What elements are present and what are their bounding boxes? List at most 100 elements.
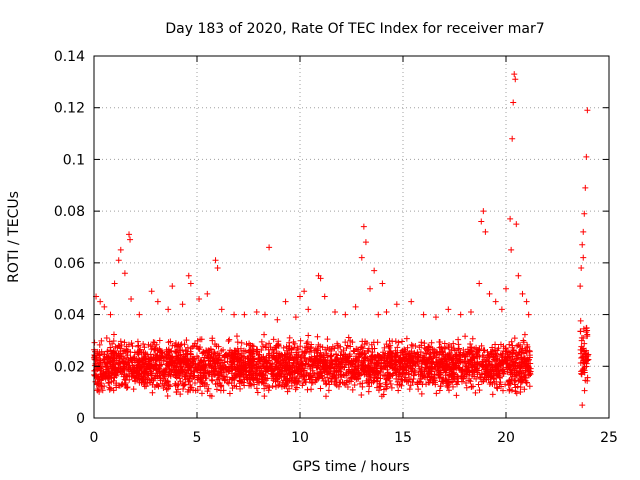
data-point <box>389 338 396 345</box>
data-point <box>511 71 518 78</box>
data-point <box>261 380 268 387</box>
y-tick-label: 0.04 <box>54 308 85 324</box>
data-point <box>275 343 282 350</box>
data-point <box>229 375 236 382</box>
data-point <box>310 370 317 377</box>
data-point <box>345 370 352 377</box>
data-point <box>431 379 438 386</box>
data-point <box>462 333 469 340</box>
data-point <box>117 246 124 253</box>
data-point <box>204 290 211 297</box>
data-point <box>369 356 376 363</box>
data-point <box>250 347 257 354</box>
data-point <box>513 367 520 374</box>
data-point <box>197 344 204 351</box>
data-point <box>503 285 509 292</box>
data-point <box>148 288 155 295</box>
data-point <box>496 358 503 365</box>
data-point <box>219 375 226 382</box>
data-point <box>215 369 222 376</box>
data-point <box>165 306 172 313</box>
data-point <box>580 347 587 354</box>
data-point <box>332 363 339 370</box>
data-point <box>508 246 515 253</box>
data-point <box>201 380 208 387</box>
data-point <box>490 372 497 379</box>
data-point <box>303 340 310 347</box>
data-point <box>226 390 233 397</box>
data-point <box>367 366 374 373</box>
data-point <box>446 354 453 361</box>
data-point <box>105 380 112 387</box>
data-point <box>110 331 117 338</box>
data-point <box>129 343 136 350</box>
data-point <box>288 345 295 352</box>
data-point <box>297 343 304 350</box>
data-point <box>148 346 155 353</box>
y-axis-label: ROTI / TECUs <box>6 191 22 283</box>
data-point <box>383 308 390 315</box>
data-point <box>358 357 365 364</box>
data-point <box>443 380 450 387</box>
data-point <box>138 364 145 371</box>
data-point <box>190 355 197 362</box>
data-point <box>480 208 487 215</box>
data-point <box>407 382 414 389</box>
data-point <box>301 344 308 351</box>
data-point <box>374 351 381 358</box>
data-point <box>162 371 169 378</box>
data-point <box>174 355 181 362</box>
data-point <box>464 368 471 375</box>
data-point <box>290 339 297 346</box>
data-point <box>377 375 384 382</box>
data-point <box>224 379 231 386</box>
data-point <box>249 353 256 360</box>
y-tick-label: 0.1 <box>63 152 85 168</box>
data-point <box>307 365 314 372</box>
data-point <box>317 275 324 282</box>
data-point <box>396 362 403 369</box>
data-point <box>205 357 212 364</box>
data-point <box>506 387 513 394</box>
data-point <box>162 366 169 373</box>
data-point <box>365 348 372 355</box>
data-point <box>289 374 296 381</box>
data-point <box>474 361 481 368</box>
data-point <box>428 339 435 346</box>
data-point <box>242 348 249 355</box>
data-point <box>342 311 349 318</box>
data-point <box>246 379 253 386</box>
data-point <box>304 338 311 345</box>
data-point <box>163 386 170 393</box>
data-point <box>174 386 181 393</box>
data-point <box>478 342 485 349</box>
data-point <box>227 347 234 354</box>
data-point <box>509 135 516 142</box>
data-point <box>108 369 115 376</box>
x-axis-label: GPS time / hours <box>292 459 409 475</box>
data-point <box>399 348 406 355</box>
data-point <box>497 379 504 386</box>
data-point <box>154 298 161 305</box>
data-point <box>268 367 275 374</box>
data-point <box>377 383 384 390</box>
data-point <box>179 301 186 308</box>
data-point <box>469 335 476 342</box>
y-tick-label: 0.14 <box>54 49 85 65</box>
data-point <box>451 362 458 369</box>
data-point <box>300 362 307 369</box>
data-point <box>291 379 298 386</box>
data-point <box>324 374 331 381</box>
data-point <box>233 365 240 372</box>
data-point <box>492 298 499 305</box>
data-point <box>498 352 505 359</box>
data-point <box>196 296 203 303</box>
data-point <box>450 370 457 377</box>
data-point <box>254 377 261 384</box>
data-point <box>513 221 520 228</box>
data-point <box>323 380 330 387</box>
data-point <box>382 350 389 357</box>
data-point <box>318 370 325 377</box>
data-point <box>162 378 169 385</box>
data-point <box>369 349 376 356</box>
